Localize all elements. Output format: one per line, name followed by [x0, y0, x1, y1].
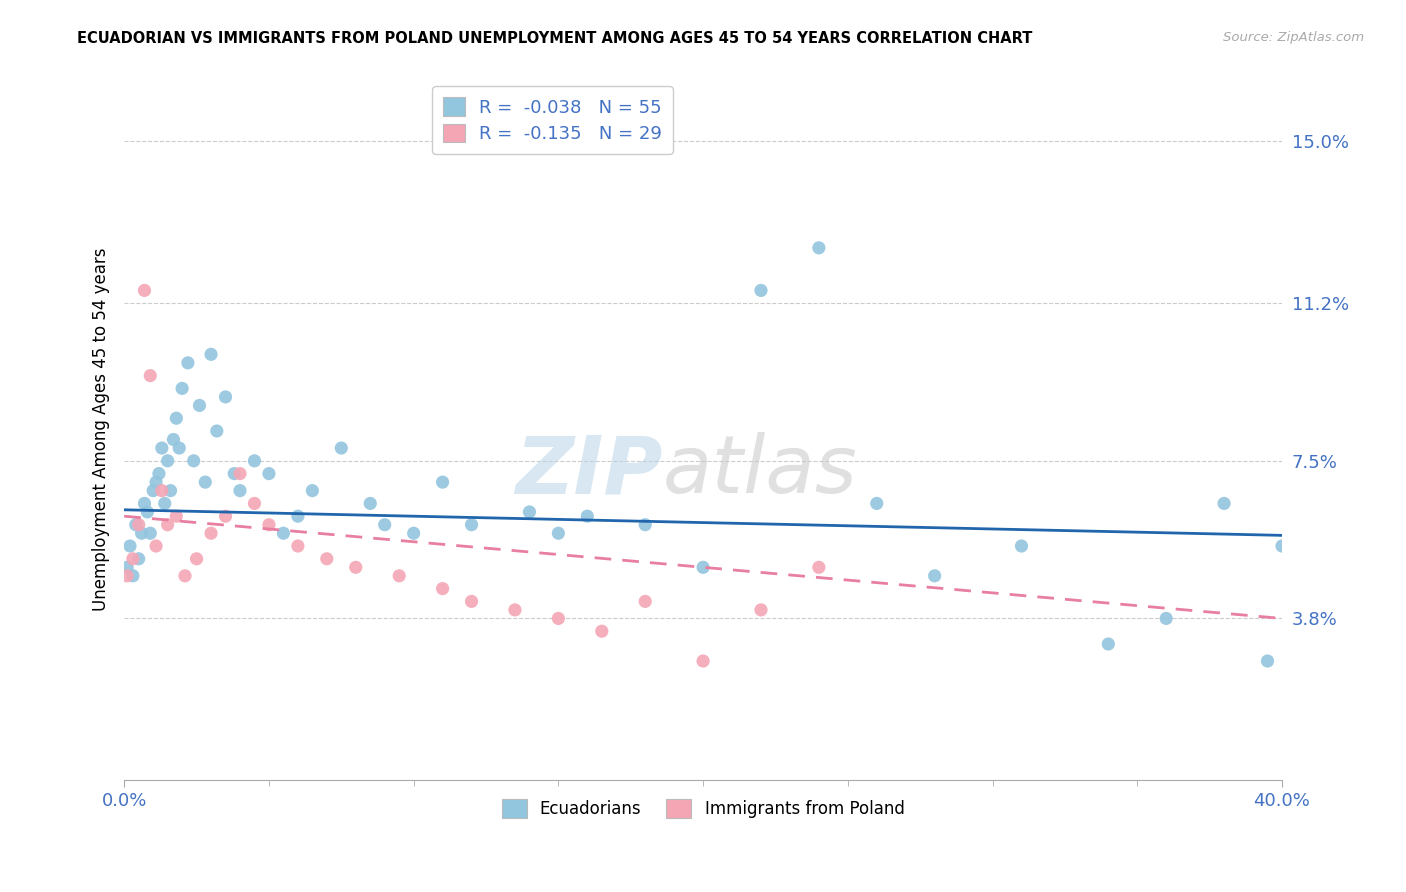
- Point: [1154, 611, 1177, 625]
- Point: [214, 509, 236, 524]
- Point: [139, 526, 162, 541]
- Point: [257, 517, 280, 532]
- Point: [359, 496, 381, 510]
- Point: [115, 560, 138, 574]
- Point: [205, 424, 228, 438]
- Point: [165, 509, 187, 524]
- Point: [388, 569, 411, 583]
- Point: [142, 483, 165, 498]
- Legend: Ecuadorians, Immigrants from Poland: Ecuadorians, Immigrants from Poland: [495, 793, 911, 825]
- Point: [145, 475, 167, 489]
- Point: [224, 467, 246, 481]
- Point: [243, 496, 266, 510]
- Point: [148, 467, 170, 481]
- Point: [547, 611, 569, 625]
- Point: [287, 539, 309, 553]
- Point: [1011, 539, 1033, 553]
- Point: [134, 284, 156, 298]
- Point: [402, 526, 425, 541]
- Point: [174, 569, 197, 583]
- Point: [1256, 654, 1278, 668]
- Point: [136, 505, 159, 519]
- Point: [273, 526, 295, 541]
- Point: [301, 483, 323, 498]
- Point: [503, 603, 526, 617]
- Point: [128, 517, 150, 532]
- Point: [807, 560, 830, 574]
- Y-axis label: Unemployment Among Ages 45 to 54 years: Unemployment Among Ages 45 to 54 years: [93, 247, 110, 611]
- Point: [924, 569, 946, 583]
- Point: [150, 441, 173, 455]
- Point: [749, 284, 772, 298]
- Point: [186, 551, 208, 566]
- Point: [287, 509, 309, 524]
- Point: [134, 496, 156, 510]
- Point: [576, 509, 599, 524]
- Point: [122, 569, 145, 583]
- Point: [183, 454, 205, 468]
- Point: [214, 390, 236, 404]
- Point: [432, 475, 454, 489]
- Point: [200, 347, 222, 361]
- Point: [167, 441, 190, 455]
- Point: [150, 483, 173, 498]
- Point: [159, 483, 181, 498]
- Point: [139, 368, 162, 383]
- Point: [807, 241, 830, 255]
- Text: ECUADORIAN VS IMMIGRANTS FROM POLAND UNEMPLOYMENT AMONG AGES 45 TO 54 YEARS CORR: ECUADORIAN VS IMMIGRANTS FROM POLAND UNE…: [77, 31, 1032, 46]
- Point: [634, 594, 657, 608]
- Point: [330, 441, 353, 455]
- Point: [634, 517, 657, 532]
- Point: [374, 517, 396, 532]
- Point: [243, 454, 266, 468]
- Point: [125, 517, 148, 532]
- Point: [172, 381, 194, 395]
- Point: [591, 624, 613, 639]
- Point: [188, 399, 211, 413]
- Point: [315, 551, 337, 566]
- Point: [156, 454, 179, 468]
- Point: [344, 560, 367, 574]
- Point: [145, 539, 167, 553]
- Point: [1213, 496, 1236, 510]
- Point: [1271, 539, 1294, 553]
- Point: [460, 594, 482, 608]
- Point: [194, 475, 217, 489]
- Text: ZIP: ZIP: [515, 432, 662, 510]
- Point: [118, 539, 141, 553]
- Point: [128, 551, 150, 566]
- Point: [692, 560, 714, 574]
- Point: [156, 517, 179, 532]
- Point: [153, 496, 176, 510]
- Point: [122, 551, 145, 566]
- Point: [229, 483, 252, 498]
- Point: [229, 467, 252, 481]
- Point: [749, 603, 772, 617]
- Point: [460, 517, 482, 532]
- Point: [115, 569, 138, 583]
- Point: [547, 526, 569, 541]
- Point: [257, 467, 280, 481]
- Point: [1097, 637, 1119, 651]
- Point: [162, 433, 184, 447]
- Text: Source: ZipAtlas.com: Source: ZipAtlas.com: [1223, 31, 1364, 45]
- Point: [519, 505, 541, 519]
- Point: [200, 526, 222, 541]
- Point: [692, 654, 714, 668]
- Point: [177, 356, 200, 370]
- Point: [866, 496, 889, 510]
- Point: [432, 582, 454, 596]
- Point: [165, 411, 187, 425]
- Text: atlas: atlas: [662, 432, 858, 510]
- Point: [131, 526, 153, 541]
